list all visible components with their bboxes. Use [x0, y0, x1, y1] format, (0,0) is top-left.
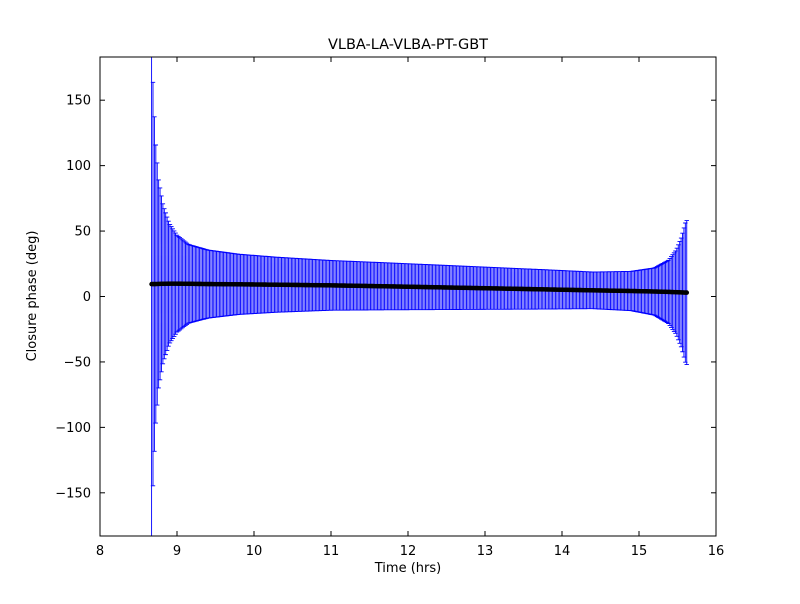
x-axis-ticks: 8 9 10 11 12 13 14 15 16 — [96, 57, 724, 559]
x-tick-label: 10 — [246, 544, 263, 559]
x-tick-label: 11 — [323, 544, 340, 559]
y-tick-label: 150 — [66, 94, 91, 109]
x-tick-label: 8 — [96, 544, 104, 559]
x-axis-label: Time (hrs) — [374, 561, 441, 576]
y-tick-label: −150 — [55, 486, 91, 501]
data-point — [684, 290, 690, 295]
y-tick-label: −100 — [55, 421, 91, 436]
y-tick-label: 100 — [66, 159, 91, 174]
y-tick-label: −50 — [64, 355, 91, 370]
y-axis-ticks: −150 −100 −50 0 50 100 150 — [55, 94, 716, 501]
error-bar-caps — [150, 81, 689, 487]
x-tick-label: 14 — [554, 544, 571, 559]
x-tick-label: 15 — [631, 544, 648, 559]
x-tick-label: 12 — [400, 544, 417, 559]
x-tick-label: 9 — [173, 544, 181, 559]
chart-title: VLBA-LA-VLBA-PT-GBT — [328, 37, 488, 53]
data-markers — [149, 281, 690, 295]
x-tick-label: 13 — [477, 544, 494, 559]
y-tick-label: 50 — [74, 225, 91, 240]
y-axis-label: Closure phase (deg) — [25, 231, 40, 362]
x-tick-label: 16 — [708, 544, 725, 559]
y-tick-label: 0 — [83, 290, 91, 305]
